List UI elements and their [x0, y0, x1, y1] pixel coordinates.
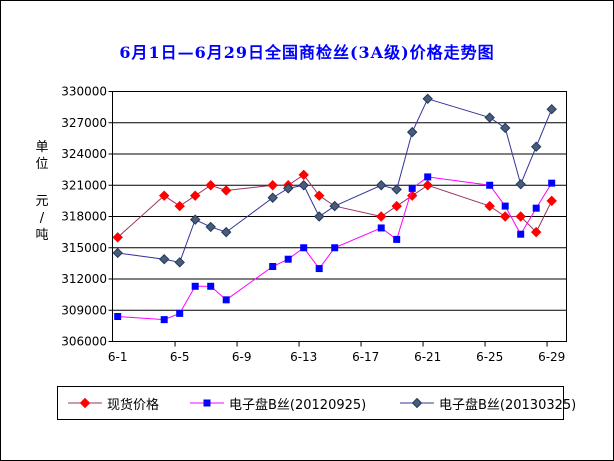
data-point-marker — [484, 200, 495, 212]
data-point-marker — [222, 296, 230, 304]
data-point-marker — [298, 169, 309, 181]
legend-item-1: 电子盘B丝(20120925) — [190, 387, 366, 419]
data-point-marker — [315, 265, 323, 273]
legend-label: 现货价格 — [107, 397, 160, 413]
data-point-marker — [375, 180, 387, 191]
data-point-marker — [406, 126, 418, 138]
data-point-marker — [486, 181, 494, 189]
data-point-marker — [484, 112, 495, 123]
data-point-marker — [391, 184, 402, 195]
data-point-marker — [267, 180, 278, 191]
legend-swatch-diamond-icon — [68, 398, 102, 408]
data-point-marker — [422, 180, 433, 191]
data-point-marker — [499, 122, 511, 134]
y-tick-label: 330000 — [61, 85, 107, 99]
data-point-marker — [284, 255, 292, 263]
data-point-marker — [298, 180, 309, 191]
x-tick-label: 6-29 — [538, 350, 565, 364]
legend-label: 电子盘B丝(20120925) — [229, 397, 367, 413]
data-point-marker — [546, 195, 557, 207]
chart-title: 6月1日—6月29日全国商检丝(3A级)价格走势图 — [119, 43, 495, 62]
x-tick-label: 6-5 — [170, 350, 190, 364]
data-point-marker — [546, 104, 557, 115]
data-point-marker — [205, 180, 216, 191]
data-point-marker — [176, 309, 184, 317]
y-tick-label: 327000 — [61, 116, 107, 130]
data-point-marker — [174, 257, 185, 268]
legend-swatch-square-icon — [190, 399, 224, 407]
data-point-marker — [160, 316, 168, 324]
data-point-marker — [114, 313, 122, 320]
data-point-marker — [158, 254, 170, 265]
data-point-marker — [205, 221, 216, 233]
data-point-marker — [112, 232, 123, 243]
data-point-marker — [112, 247, 123, 259]
data-point-marker — [189, 190, 201, 201]
data-point-marker — [375, 211, 387, 222]
data-point-marker — [174, 200, 185, 212]
data-point-marker — [424, 173, 432, 181]
x-tick-label: 6-25 — [476, 350, 503, 364]
data-point-marker — [313, 211, 325, 222]
data-point-marker — [515, 211, 526, 222]
legend-item-0: 现货价格 — [68, 387, 159, 419]
y-tick-label: 321000 — [61, 178, 107, 192]
x-tick-label: 6-9 — [232, 350, 252, 364]
y-axis-unit-char: 元 — [35, 194, 49, 209]
data-point-marker — [189, 214, 201, 225]
y-axis-unit-char: 单 — [35, 140, 49, 155]
legend-box: 现货价格 电子盘B丝(20120925) 电子盘B丝(20130325) — [57, 386, 576, 420]
y-axis-unit-label-bottom: 元 / 吨 — [32, 193, 52, 244]
data-point-marker — [548, 179, 556, 187]
data-point-marker — [191, 282, 199, 290]
data-point-marker — [282, 183, 294, 194]
data-point-marker — [532, 204, 540, 212]
y-tick-label: 324000 — [61, 147, 107, 161]
y-axis-unit-char: 吨 — [35, 228, 49, 243]
data-point-marker — [220, 185, 232, 196]
data-point-marker — [300, 244, 308, 252]
data-point-marker — [313, 190, 325, 201]
y-tick-label: 306000 — [61, 335, 107, 349]
data-point-marker — [406, 190, 418, 201]
data-point-marker — [422, 93, 433, 104]
data-point-marker — [267, 192, 278, 203]
data-point-marker — [530, 141, 542, 152]
x-tick-label: 6-1 — [108, 350, 128, 364]
data-point-marker — [501, 202, 509, 210]
data-point-marker — [158, 190, 170, 201]
data-point-marker — [515, 179, 526, 190]
x-tick-label: 6-13 — [290, 350, 317, 364]
legend-label: 电子盘B丝(20130325) — [439, 397, 577, 413]
y-tick-label: 318000 — [61, 210, 107, 224]
plot-border — [112, 91, 567, 342]
data-point-marker — [499, 211, 511, 222]
data-point-marker — [220, 226, 232, 238]
y-tick-label: 315000 — [61, 241, 107, 255]
y-tick-label: 312000 — [61, 272, 107, 286]
x-tick-label: 6-21 — [414, 350, 441, 364]
data-point-marker — [393, 235, 401, 243]
data-point-marker — [207, 282, 215, 290]
legend-item-2: 电子盘B丝(20130325) — [400, 387, 576, 419]
data-point-marker — [331, 244, 339, 252]
legend-swatch-diamond-icon — [400, 398, 434, 408]
data-point-marker — [530, 226, 542, 238]
y-axis-unit-char: 位 — [35, 157, 49, 172]
data-point-marker — [377, 224, 385, 232]
y-axis-unit-label-top: 单位 — [32, 139, 52, 173]
y-tick-label: 309000 — [61, 303, 107, 317]
data-point-marker — [408, 184, 416, 192]
y-axis-unit-char: / — [39, 211, 45, 226]
series-line-2 — [117, 98, 553, 263]
data-point-marker — [517, 230, 525, 238]
data-point-marker — [391, 200, 402, 212]
x-tick-label: 6-17 — [352, 350, 379, 364]
data-point-marker — [269, 263, 277, 270]
data-point-marker — [329, 200, 340, 212]
